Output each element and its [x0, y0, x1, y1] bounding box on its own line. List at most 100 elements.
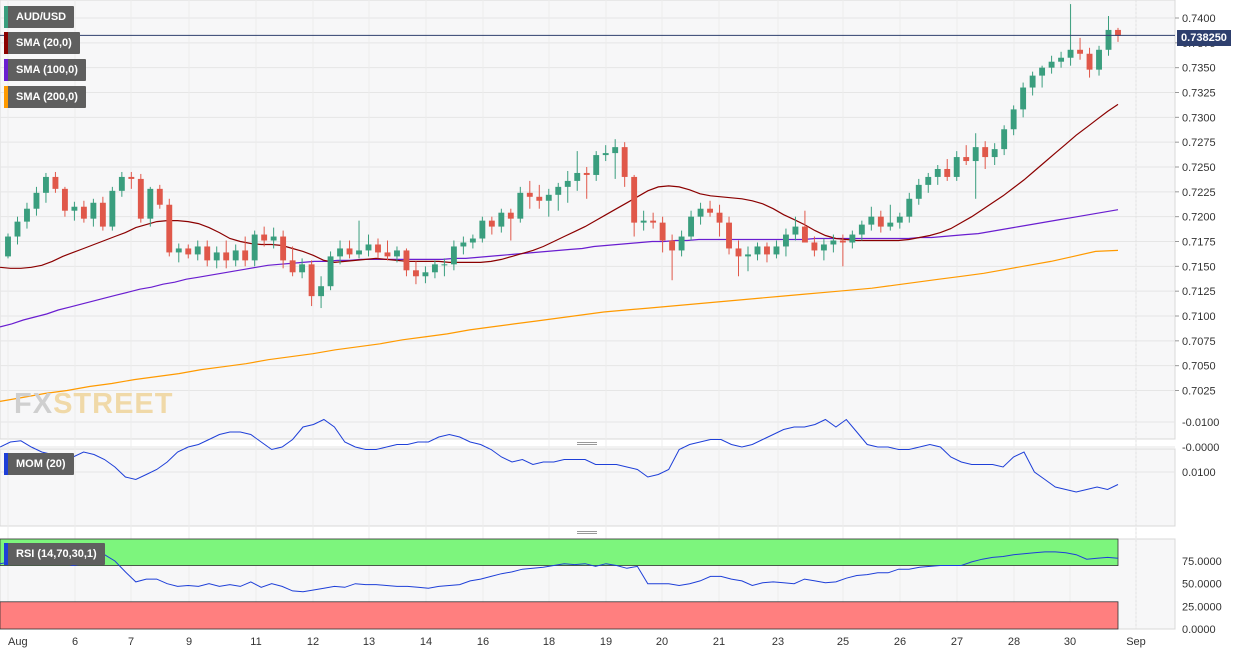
rsi-label[interactable]: RSI (14,70,30,1) [4, 543, 105, 565]
candle-body [71, 206, 78, 211]
sma200-label[interactable]: SMA (200,0) [4, 86, 86, 108]
resize-handle-line [577, 444, 597, 445]
candle-body [1086, 53, 1093, 70]
candle-body [612, 147, 619, 154]
candle-body [707, 208, 713, 213]
time-label: 16 [477, 636, 489, 648]
candle-body [631, 176, 638, 223]
candle-body [394, 250, 400, 257]
mom-tick-label: -0.0100 [1182, 417, 1219, 429]
candle-body [906, 198, 913, 217]
candle-body [365, 244, 372, 251]
candle-body [356, 250, 362, 255]
candle-body [175, 248, 182, 253]
candle-body [934, 168, 941, 177]
watermark-part2: STREET [53, 388, 174, 420]
candle-body [754, 246, 761, 255]
candle-body [517, 192, 524, 219]
time-label: 28 [1008, 636, 1020, 648]
candle-body [498, 212, 505, 227]
candle-body [137, 178, 144, 219]
watermark-part1: FX [14, 388, 54, 420]
price-tick-label: 0.7100 [1182, 311, 1216, 323]
candle-body [185, 248, 192, 255]
price-tick-label: 0.7200 [1182, 212, 1216, 224]
candle-body [507, 212, 514, 219]
candle-body [413, 270, 419, 277]
resize-handle-line [577, 531, 597, 532]
sma100-label[interactable]: SMA (100,0) [4, 59, 86, 81]
candle-body [299, 264, 306, 273]
candle-body [251, 234, 258, 261]
candle-body [564, 180, 571, 187]
candle-body [1058, 57, 1065, 62]
sma20-color-bar [4, 32, 8, 54]
candle-body [5, 236, 11, 257]
candle-body [469, 238, 476, 243]
candle-body [450, 246, 457, 265]
fxstreet-watermark: FXSTREET [14, 388, 173, 421]
candle-body [441, 264, 448, 266]
candle-body [868, 216, 875, 225]
candle-body [555, 186, 562, 195]
candle-body [422, 272, 429, 277]
candle-body [194, 246, 201, 255]
candle-body [545, 194, 552, 201]
candle-body [90, 202, 97, 219]
price-tick-label: 0.7300 [1182, 112, 1216, 124]
candle-body [479, 220, 486, 239]
rsi-tick-label: 0.0000 [1182, 624, 1216, 636]
time-label: 13 [363, 636, 375, 648]
mom-panel [0, 448, 1176, 527]
candle-body [1105, 29, 1112, 50]
rsi-tick-label: 25.0000 [1182, 601, 1222, 613]
price-tick-label: 0.7275 [1182, 137, 1216, 149]
mom-label[interactable]: MOM (20) [4, 453, 74, 475]
time-label: 30 [1064, 636, 1076, 648]
candle-body [327, 256, 334, 287]
candle-body [678, 236, 685, 251]
candle-body [669, 240, 676, 251]
candle-body [156, 188, 163, 205]
panel-resize-handles[interactable] [577, 442, 597, 534]
price-tick-label: 0.7325 [1182, 88, 1216, 100]
price-tick-label: 0.7250 [1182, 162, 1216, 174]
sma20-line [0, 103, 1119, 269]
price-tick-label: 0.7075 [1182, 336, 1216, 348]
candle-body [166, 204, 173, 253]
mom-tick-label: -0.0000 [1182, 442, 1219, 454]
time-label: 21 [713, 636, 725, 648]
candle-body [716, 212, 723, 223]
instrument-color-bar [4, 6, 8, 28]
candle-body [574, 172, 581, 181]
instrument-label[interactable]: AUD/USD [4, 6, 75, 28]
mom-tick-label: 0.0100 [1182, 467, 1216, 479]
candle-body [1039, 67, 1046, 76]
candle-body [118, 176, 125, 191]
rsi-zones [0, 538, 1119, 630]
candle-body [801, 226, 808, 243]
time-label: 23 [772, 636, 784, 648]
candle-body [1048, 61, 1055, 68]
candle-body [811, 242, 818, 251]
candle-body [270, 236, 277, 241]
mom-line [0, 418, 1119, 493]
time-label: 11 [250, 636, 261, 648]
time-label: 14 [420, 636, 432, 648]
price-tick-label: 0.7350 [1182, 63, 1216, 75]
candle-body [33, 192, 40, 209]
sma20-label[interactable]: SMA (20,0) [4, 32, 80, 54]
rsi-oversold-zone [0, 601, 1119, 630]
candle-body [232, 250, 239, 261]
candle-body [583, 172, 590, 175]
candle-body [849, 234, 856, 243]
candle-body [688, 216, 695, 237]
candle-body [773, 246, 780, 255]
candle-body [1115, 29, 1121, 36]
time-label: Aug [8, 636, 28, 648]
candle-body [1001, 129, 1008, 150]
current-price-box: 0.738250 [1177, 30, 1231, 46]
candle-body [460, 242, 467, 247]
candle-body [659, 222, 666, 241]
